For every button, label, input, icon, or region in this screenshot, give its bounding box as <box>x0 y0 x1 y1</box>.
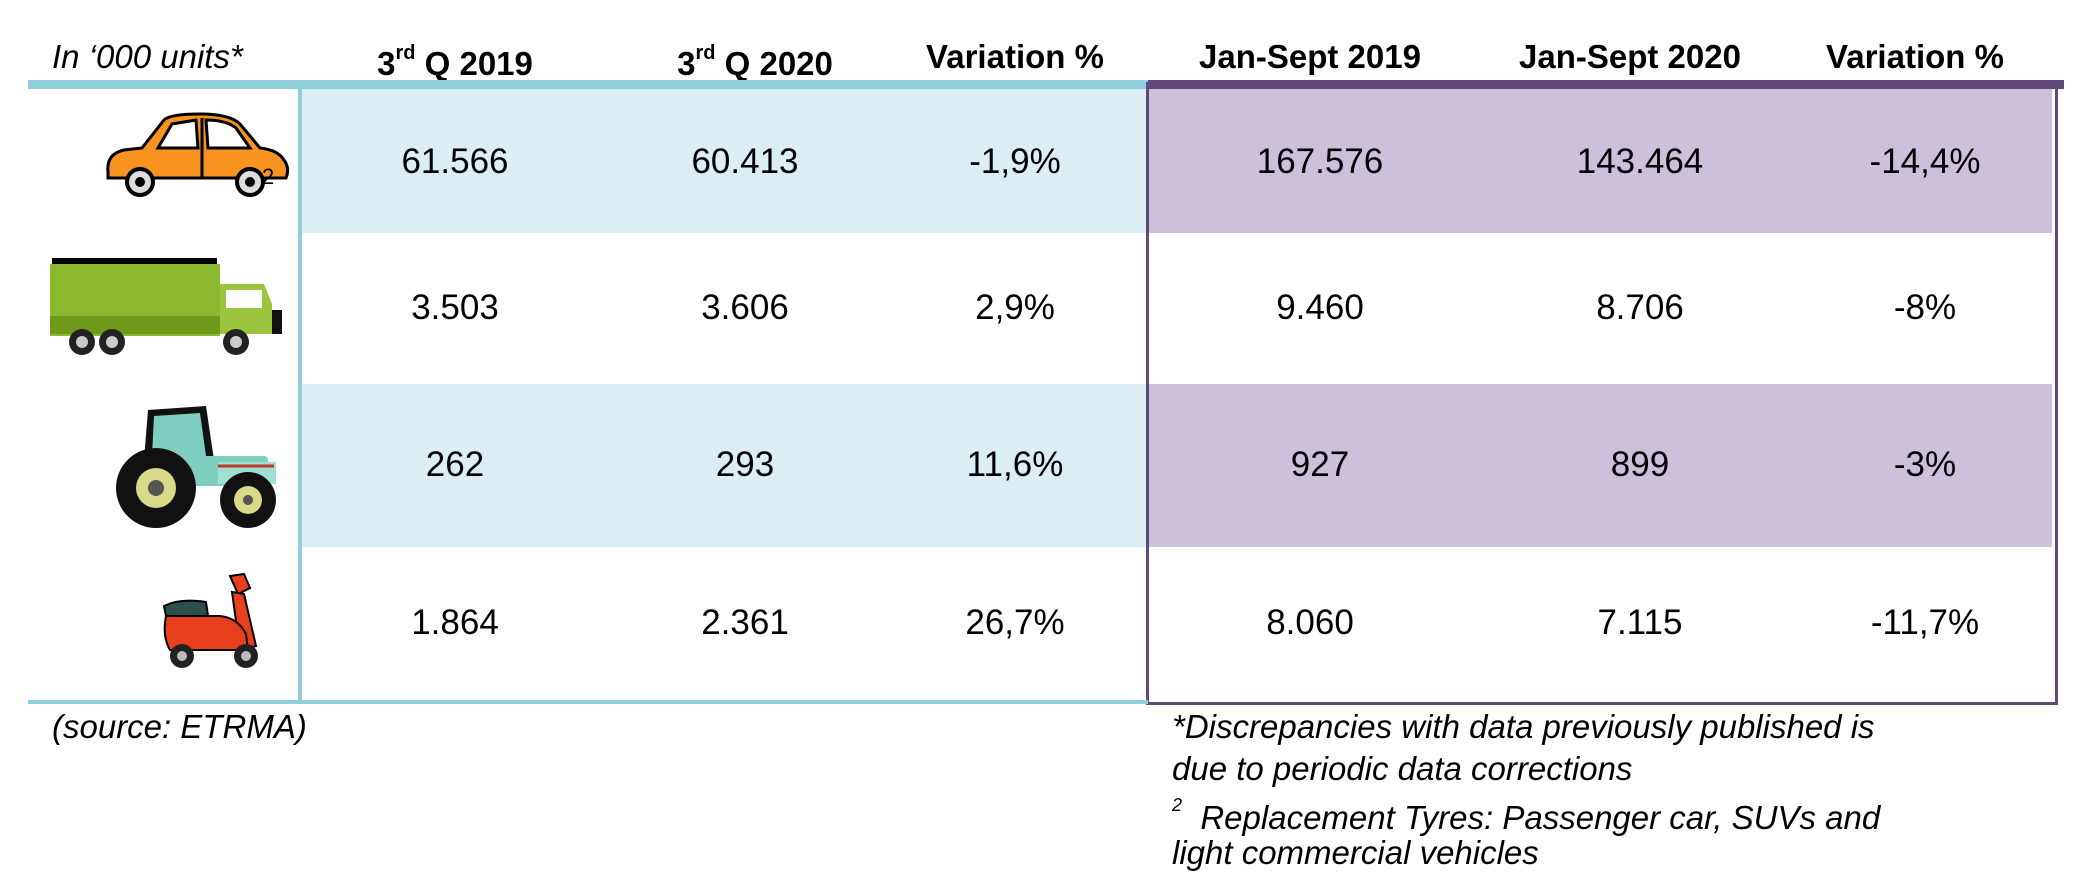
header-variation-quarter: Variation % <box>926 38 1104 75</box>
tractor-variation-quarter: 11,6% <box>966 445 1064 484</box>
header-variation-ytd: Variation % <box>1826 38 2004 75</box>
truck-q3-2019: 3.503 <box>411 288 499 327</box>
row-band-car-blue <box>302 89 1148 233</box>
truck-q3-2020: 3.606 <box>701 288 789 327</box>
discrepancy-note-line2: due to periodic data corrections <box>1172 750 1633 787</box>
units-label: In ‘000 units* <box>52 38 243 75</box>
truck-variation-quarter: 2,9% <box>975 288 1055 327</box>
scooter-q3-2019: 1.864 <box>411 603 499 642</box>
car-footnote-mark: 2 <box>262 164 275 189</box>
scooter-icon <box>162 572 258 668</box>
row-band-car-purple <box>1149 89 2052 233</box>
header-jan-sept-2020: Jan-Sept 2020 <box>1519 38 1741 75</box>
scooter-jan-sept-2020: 7.115 <box>1597 603 1683 642</box>
car-jan-sept-2020: 143.464 <box>1576 142 1704 181</box>
car-variation-quarter: -1,9% <box>969 142 1061 181</box>
scooter-variation-ytd: -11,7% <box>1870 603 1980 642</box>
truck-variation-ytd: -8% <box>1893 288 1957 327</box>
tractor-jan-sept-2020: 899 <box>1610 445 1670 484</box>
tractor-q3-2020: 293 <box>715 445 775 484</box>
replacement-tyres-note-line2: light commercial vehicles <box>1172 834 1539 871</box>
replacement-tyres-note-line1: 2 Replacement Tyres: Passenger car, SUVs… <box>1172 795 1881 836</box>
tractor-q3-2019: 262 <box>425 445 485 484</box>
truck-icon <box>50 258 282 355</box>
ytd-frame <box>1146 82 2058 705</box>
bottom-rule-blue <box>28 700 1148 704</box>
header-q3-2020: 3rd Q 2020 <box>677 42 833 82</box>
scooter-jan-sept-2019: 8.060 <box>1266 603 1354 642</box>
scooter-variation-quarter: 26,7% <box>965 603 1065 642</box>
header-q3-2019: 3rd Q 2019 <box>377 42 533 82</box>
top-rule-purple <box>1148 80 2064 89</box>
scooter-q3-2020: 2.361 <box>701 603 789 642</box>
header-jan-sept-2019: Jan-Sept 2019 <box>1199 38 1421 75</box>
icon-column-divider <box>298 89 302 702</box>
tractor-icon <box>116 406 276 528</box>
tractor-variation-ytd: -3% <box>1893 445 1957 484</box>
source-note: (source: ETRMA) <box>52 708 307 745</box>
top-rule-blue <box>28 80 1148 89</box>
truck-jan-sept-2019: 9.460 <box>1276 288 1364 327</box>
car-q3-2020: 60.413 <box>691 142 799 181</box>
car-q3-2019: 61.566 <box>401 142 509 181</box>
row-band-tractor-blue <box>302 384 1148 547</box>
car-jan-sept-2019: 167.576 <box>1256 142 1384 181</box>
truck-jan-sept-2020: 8.706 <box>1596 288 1684 327</box>
row-band-tractor-purple <box>1149 384 2052 547</box>
discrepancy-note-line1: *Discrepancies with data previously publ… <box>1172 708 1875 745</box>
car-variation-ytd: -14,4% <box>1869 142 1981 181</box>
car-icon <box>106 112 290 197</box>
tractor-jan-sept-2019: 927 <box>1290 445 1350 484</box>
